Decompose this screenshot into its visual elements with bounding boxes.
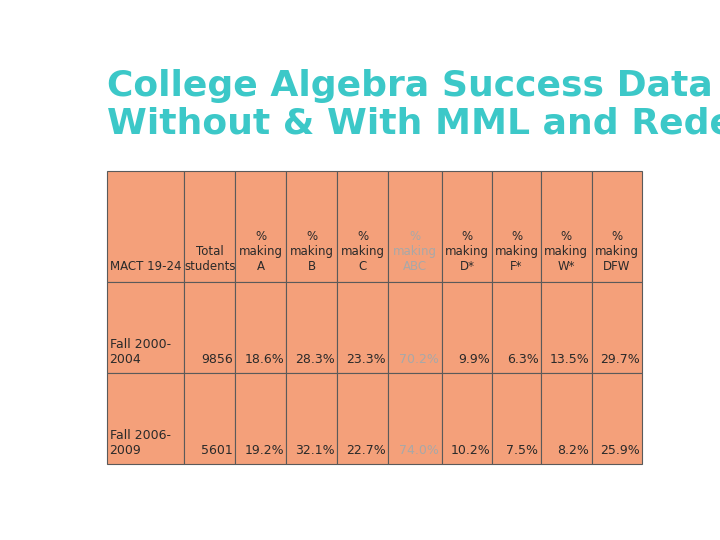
Bar bbox=[286, 282, 337, 373]
Text: %
making
DFW: % making DFW bbox=[595, 231, 639, 273]
Text: %
making
B: % making B bbox=[289, 231, 333, 273]
Text: 8.2%: 8.2% bbox=[557, 444, 589, 457]
Text: 70.2%: 70.2% bbox=[400, 353, 439, 366]
Text: 18.6%: 18.6% bbox=[244, 353, 284, 366]
Text: 28.3%: 28.3% bbox=[295, 353, 335, 366]
Bar bbox=[492, 171, 541, 282]
Text: %
making
W*: % making W* bbox=[544, 231, 588, 273]
Bar bbox=[541, 282, 592, 373]
Text: %
making
ABC: % making ABC bbox=[392, 231, 437, 273]
Bar bbox=[235, 282, 286, 373]
Text: Fall 2000-
2004: Fall 2000- 2004 bbox=[109, 338, 171, 366]
Bar bbox=[184, 282, 235, 373]
Bar bbox=[337, 373, 388, 464]
Text: %
making
D*: % making D* bbox=[445, 231, 489, 273]
Bar bbox=[235, 171, 286, 282]
Bar bbox=[107, 171, 184, 282]
Bar bbox=[286, 373, 337, 464]
Text: %
making
C: % making C bbox=[341, 231, 384, 273]
Text: 32.1%: 32.1% bbox=[295, 444, 335, 457]
Bar bbox=[388, 282, 441, 373]
Text: 9856: 9856 bbox=[202, 353, 233, 366]
Text: 9.9%: 9.9% bbox=[459, 353, 490, 366]
Bar bbox=[441, 282, 492, 373]
Bar bbox=[388, 373, 441, 464]
Text: 19.2%: 19.2% bbox=[244, 444, 284, 457]
Text: College Algebra Success Data
Without & With MML and Redesign: College Algebra Success Data Without & W… bbox=[107, 69, 720, 141]
Bar bbox=[184, 373, 235, 464]
Text: 10.2%: 10.2% bbox=[451, 444, 490, 457]
Text: 13.5%: 13.5% bbox=[549, 353, 589, 366]
Bar bbox=[107, 282, 184, 373]
Text: %
making
F*: % making F* bbox=[495, 231, 539, 273]
Bar bbox=[541, 171, 592, 282]
Text: 22.7%: 22.7% bbox=[346, 444, 386, 457]
Text: MACT 19-24: MACT 19-24 bbox=[109, 260, 181, 273]
Bar bbox=[441, 171, 492, 282]
Text: Fall 2006-
2009: Fall 2006- 2009 bbox=[109, 429, 171, 457]
Text: 6.3%: 6.3% bbox=[507, 353, 539, 366]
Bar bbox=[107, 373, 184, 464]
Bar bbox=[337, 171, 388, 282]
Bar bbox=[235, 373, 286, 464]
Text: 7.5%: 7.5% bbox=[506, 444, 539, 457]
Text: 29.7%: 29.7% bbox=[600, 353, 640, 366]
Text: 25.9%: 25.9% bbox=[600, 444, 640, 457]
Text: Total
students: Total students bbox=[184, 245, 235, 273]
Bar bbox=[592, 282, 642, 373]
Bar bbox=[388, 171, 441, 282]
Bar bbox=[492, 282, 541, 373]
Bar bbox=[592, 373, 642, 464]
Bar bbox=[441, 373, 492, 464]
Text: 5601: 5601 bbox=[202, 444, 233, 457]
Bar bbox=[337, 282, 388, 373]
Text: 23.3%: 23.3% bbox=[346, 353, 386, 366]
Bar bbox=[541, 373, 592, 464]
Text: %
making
A: % making A bbox=[239, 231, 283, 273]
Text: 74.0%: 74.0% bbox=[400, 444, 439, 457]
Bar bbox=[286, 171, 337, 282]
Bar bbox=[492, 373, 541, 464]
Bar bbox=[592, 171, 642, 282]
Bar bbox=[184, 171, 235, 282]
